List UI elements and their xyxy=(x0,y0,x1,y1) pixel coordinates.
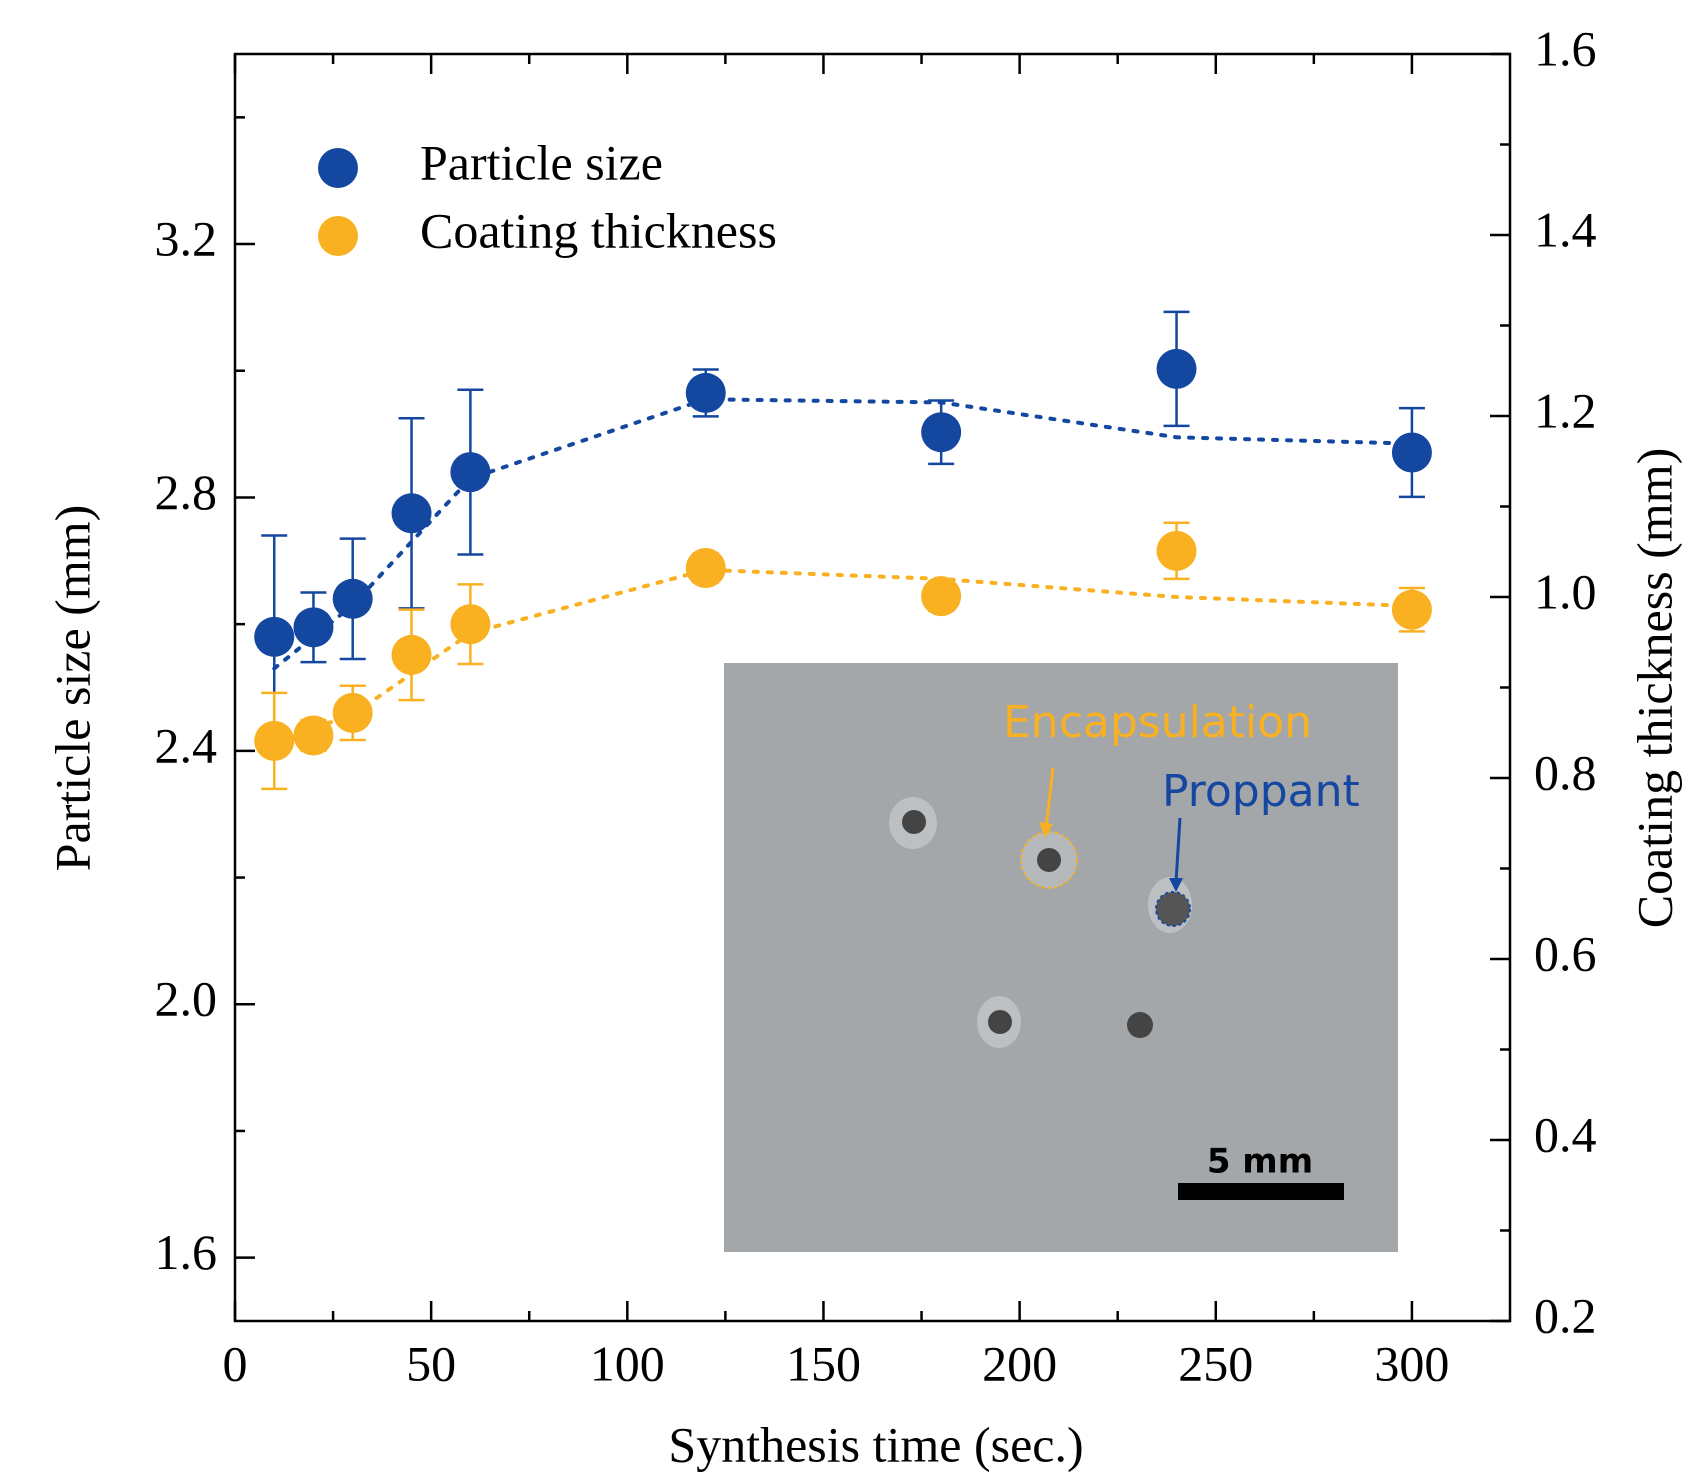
legend-label: Coating thickness xyxy=(420,202,777,258)
data-point xyxy=(685,548,726,589)
y2-tick-label: 0.2 xyxy=(1534,1287,1597,1343)
annotation: Encapsulation xyxy=(1003,697,1312,748)
y-tick-label: 3.2 xyxy=(155,211,218,267)
scale-bar-label: 5 mm xyxy=(1207,1142,1313,1182)
legend-label: Particle size xyxy=(420,134,663,190)
encapsulation-arrow xyxy=(1044,767,1055,829)
arrow-head xyxy=(1039,822,1053,838)
y-tick-label: 1.6 xyxy=(155,1224,218,1280)
y-axis-label: Particle size (mm) xyxy=(44,505,100,872)
data-point xyxy=(332,578,373,619)
annotation: Proppant xyxy=(1162,766,1360,817)
photo-particle xyxy=(902,810,926,834)
arrow-head xyxy=(1169,878,1183,892)
photo-particle xyxy=(988,1010,1012,1034)
data-point xyxy=(293,715,334,756)
y2-tick-label: 1.4 xyxy=(1534,201,1597,257)
data-point xyxy=(1391,432,1432,473)
proppant-arrow xyxy=(1174,817,1182,883)
data-point xyxy=(254,616,295,657)
data-point xyxy=(450,604,491,645)
y-tick-label: 2.0 xyxy=(155,971,218,1027)
data-point xyxy=(921,576,962,617)
y2-tick-label: 0.8 xyxy=(1534,744,1597,800)
x-tick-label: 200 xyxy=(982,1335,1057,1391)
x-tick-label: 300 xyxy=(1374,1335,1449,1391)
data-point xyxy=(293,607,334,648)
data-point xyxy=(332,692,373,733)
x-tick-label: 50 xyxy=(406,1335,456,1391)
data-point xyxy=(450,452,491,493)
data-point xyxy=(254,720,295,761)
data-point xyxy=(391,493,432,534)
y2-tick-label: 0.4 xyxy=(1534,1106,1597,1162)
data-point xyxy=(1156,530,1197,571)
x-tick-label: 250 xyxy=(1178,1335,1253,1391)
y2-tick-label: 1.2 xyxy=(1534,382,1597,438)
y2-axis-label: Coating thickness (mm) xyxy=(1626,448,1682,929)
data-point xyxy=(921,412,962,453)
x-tick-label: 100 xyxy=(590,1335,665,1391)
photo-particle xyxy=(1037,848,1061,872)
y-tick-label: 2.4 xyxy=(155,717,218,773)
y2-tick-label: 1.0 xyxy=(1534,563,1597,619)
photo-particle xyxy=(1127,1012,1153,1038)
scale-bar xyxy=(1178,1183,1344,1200)
data-point xyxy=(685,372,726,413)
photo-background xyxy=(724,663,1398,1252)
data-point xyxy=(1156,348,1197,389)
x-tick-label: 0 xyxy=(223,1335,248,1391)
inset-photo: Encapsulation Proppant 5 mm xyxy=(724,663,1398,1252)
y2-tick-label: 1.6 xyxy=(1534,20,1597,76)
y2-tick-label: 0.6 xyxy=(1534,925,1597,981)
legend-marker xyxy=(318,148,358,188)
x-axis-label: Synthesis time (sec.) xyxy=(668,1416,1083,1472)
legend-marker xyxy=(318,216,358,256)
x-tick-label: 150 xyxy=(786,1335,861,1391)
trend-line xyxy=(272,397,1414,671)
y-tick-label: 2.8 xyxy=(155,464,218,520)
data-point xyxy=(391,634,432,675)
data-point xyxy=(1391,589,1432,630)
proppant-circle xyxy=(1155,891,1191,927)
